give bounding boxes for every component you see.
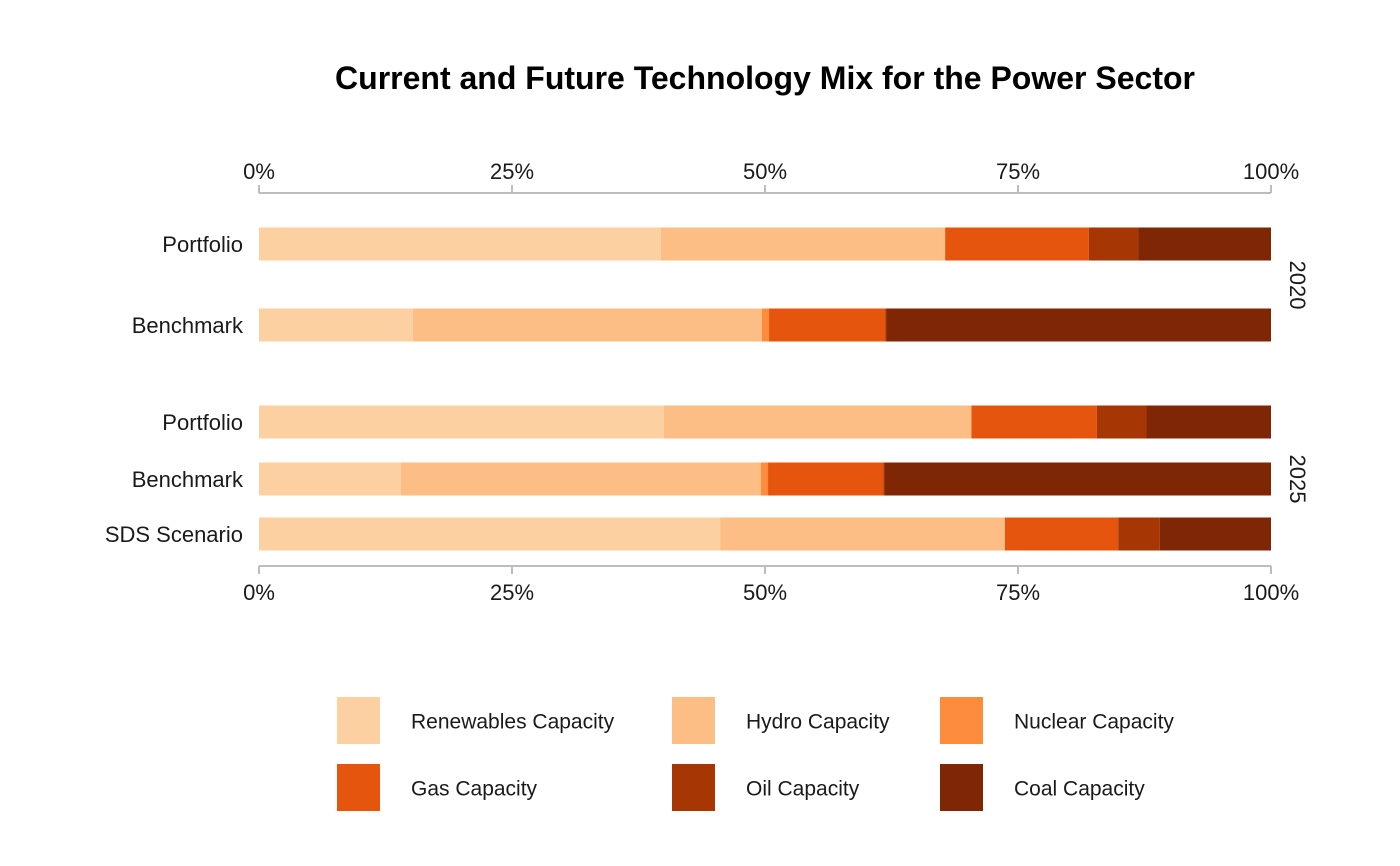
x-tick-label-bottom-2: 50% <box>743 580 787 605</box>
category-label-2025-portfolio: Portfolio <box>162 410 243 435</box>
bar-segment-2020-benchmark-oil-capacity <box>885 308 887 342</box>
bar-segment-2020-benchmark-hydro-capacity <box>412 308 762 342</box>
legend-swatch-coal-capacity <box>940 764 983 811</box>
category-label-2020-portfolio: Portfolio <box>162 232 243 257</box>
legend-label-nuclear-capacity: Nuclear Capacity <box>1014 711 1174 734</box>
x-tick-label-top-0: 0% <box>243 159 275 184</box>
bar-segment-2025-benchmark-nuclear-capacity <box>760 462 769 496</box>
bar-segment-2020-benchmark-renewables-capacity <box>259 308 413 342</box>
bar-segment-2020-portfolio-hydro-capacity <box>660 227 946 261</box>
bar-segment-2025-benchmark-oil-capacity <box>883 462 885 496</box>
category-label-2025-benchmark: Benchmark <box>132 467 244 492</box>
legend-swatch-renewables-capacity <box>337 697 380 744</box>
legend-swatch-gas-capacity <box>337 764 380 811</box>
legend-swatch-oil-capacity <box>672 764 715 811</box>
category-label-2020-benchmark: Benchmark <box>132 313 244 338</box>
x-tick-label-bottom-3: 75% <box>996 580 1040 605</box>
bar-segment-2025-portfolio-gas-capacity <box>971 405 1097 439</box>
legend-swatch-hydro-capacity <box>672 697 715 744</box>
legend-swatch-nuclear-capacity <box>940 697 983 744</box>
bar-segment-2020-portfolio-coal-capacity <box>1138 227 1271 261</box>
x-tick-label-top-1: 25% <box>490 159 534 184</box>
bar-segment-2025-sds-scenario-coal-capacity <box>1159 517 1271 551</box>
labels-layer: Portfolio Benchmark 2020 Portfolio Benchmark… <box>105 232 1310 547</box>
bar-segment-2025-portfolio-renewables-capacity <box>259 405 664 439</box>
bar-segment-2025-portfolio-coal-capacity <box>1146 405 1271 439</box>
x-tick-label-top-3: 75% <box>996 159 1040 184</box>
bars-layer <box>259 227 1271 551</box>
x-tick-label-top-4: 100% <box>1243 159 1299 184</box>
bar-segment-2025-benchmark-gas-capacity <box>768 462 884 496</box>
bar-segment-2025-benchmark-hydro-capacity <box>400 462 761 496</box>
legend-label-renewables-capacity: Renewables Capacity <box>411 711 615 734</box>
bar-segment-2020-benchmark-coal-capacity <box>886 308 1271 342</box>
bar-segment-2020-portfolio-gas-capacity <box>945 227 1089 261</box>
legend-label-hydro-capacity: Hydro Capacity <box>746 711 890 734</box>
legend-label-gas-capacity: Gas Capacity <box>411 778 538 801</box>
bar-segment-2025-portfolio-hydro-capacity <box>663 405 972 439</box>
x-tick-label-top-2: 50% <box>743 159 787 184</box>
axes-layer: 0% 25% 50% 75% 100% 0% 25% 50% 75% 100% <box>243 159 1299 605</box>
x-tick-label-bottom-0: 0% <box>243 580 275 605</box>
bar-segment-2025-benchmark-renewables-capacity <box>259 462 401 496</box>
bar-segment-2020-portfolio-renewables-capacity <box>259 227 661 261</box>
bar-segment-2025-portfolio-oil-capacity <box>1096 405 1147 439</box>
bar-segment-2025-sds-scenario-hydro-capacity <box>720 517 1005 551</box>
x-tick-label-bottom-4: 100% <box>1243 580 1299 605</box>
x-tick-label-bottom-1: 25% <box>490 580 534 605</box>
facet-label-2025: 2025 <box>1285 455 1310 504</box>
category-label-2025-sds-scenario: SDS Scenario <box>105 522 243 547</box>
bar-segment-2025-sds-scenario-renewables-capacity <box>259 517 721 551</box>
facet-label-2020: 2020 <box>1285 261 1310 310</box>
bar-segment-2025-sds-scenario-gas-capacity <box>1004 517 1119 551</box>
chart-title: Current and Future Technology Mix for th… <box>335 60 1195 96</box>
legend-label-coal-capacity: Coal Capacity <box>1014 778 1145 801</box>
bar-segment-2020-benchmark-nuclear-capacity <box>761 308 770 342</box>
legend: Renewables Capacity Hydro Capacity Nuclear… <box>337 697 1174 811</box>
bar-segment-2025-benchmark-coal-capacity <box>884 462 1271 496</box>
legend-label-oil-capacity: Oil Capacity <box>746 778 860 801</box>
bar-segment-2020-benchmark-gas-capacity <box>769 308 886 342</box>
bar-segment-2020-portfolio-oil-capacity <box>1088 227 1139 261</box>
bar-segment-2025-sds-scenario-oil-capacity <box>1118 517 1160 551</box>
